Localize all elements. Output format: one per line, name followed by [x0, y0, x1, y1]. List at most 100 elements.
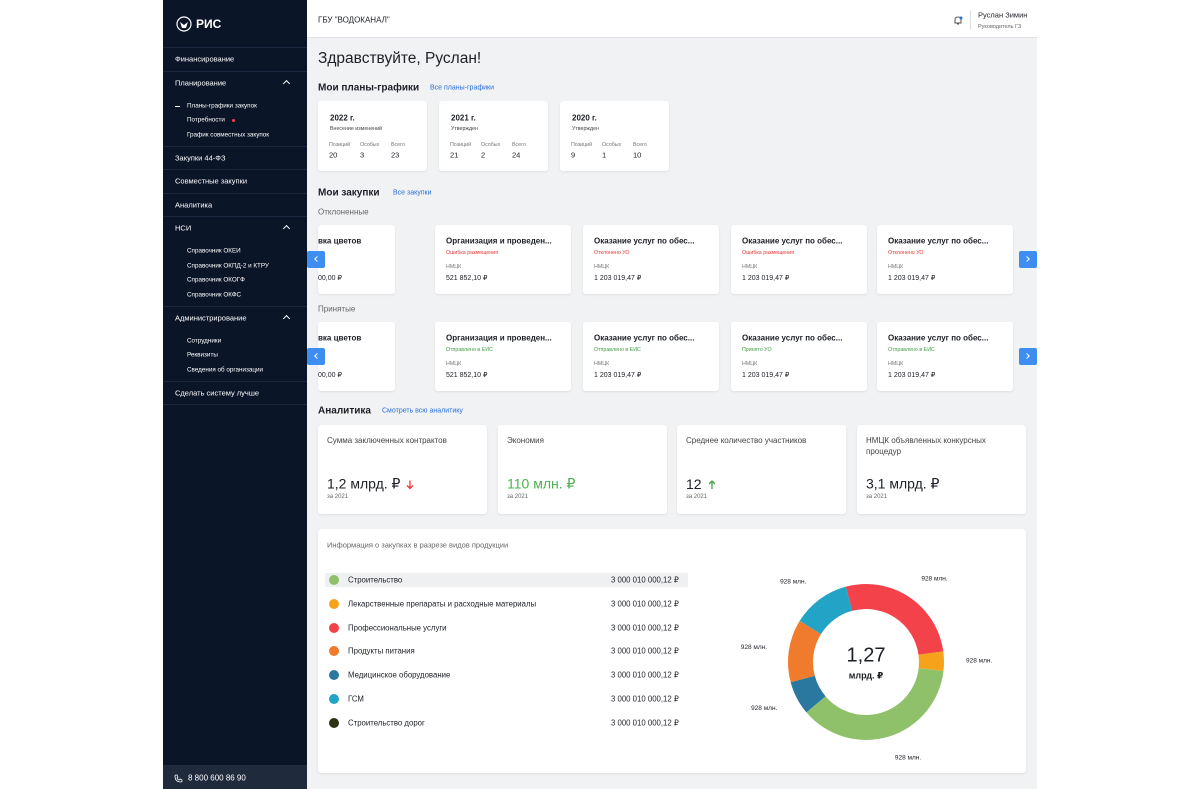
greeting: Здравствуйте, Руслан! — [318, 50, 482, 67]
analytics-card: Сумма заключенных контрактов 1,2 млрд. ₽ з… — [318, 425, 487, 514]
card-title: Организация и проведен... — [446, 333, 552, 343]
plan-year: 2020 г. — [572, 113, 597, 123]
donut-label: 928 млн. — [780, 578, 807, 585]
count-label: Позиций — [450, 142, 472, 148]
donut-segment — [788, 620, 821, 683]
organization: ГБУ "ВОДОКАНАЛ" — [318, 15, 390, 25]
bell-icon[interactable] — [953, 16, 963, 26]
card-title: вка цветов — [318, 236, 362, 246]
menu-item[interactable]: Закупки 44-ФЗ — [175, 153, 226, 162]
menu-item[interactable]: Сделать систему лучше — [175, 388, 260, 397]
submenu-item[interactable]: Справочник ОКФС — [187, 291, 242, 298]
next-button[interactable] — [1019, 348, 1037, 365]
submenu-item[interactable]: Справочник ОКПД-2 и КТРУ — [187, 262, 269, 269]
arrow-chevron — [314, 353, 320, 359]
prev-button[interactable] — [307, 251, 325, 268]
plan-card[interactable]: 2021 г. Утвержден Позиций 21 Особых 2 Всего 24 — [439, 101, 548, 171]
donut-label: 928 млн. — [741, 644, 768, 651]
metric-value: 1,2 млрд. ₽ — [327, 476, 414, 493]
count-value: 3 — [360, 150, 365, 160]
price: 00,00 ₽ — [318, 275, 342, 282]
group-title: Принятые — [318, 304, 356, 314]
link[interactable]: Смотреть всю аналитику — [382, 407, 463, 415]
price-label: НМЦК — [742, 264, 758, 270]
purchase-card[interactable]: Организация и проведен... Ошибка размещен… — [435, 225, 571, 294]
trend-shape — [407, 480, 414, 490]
legend-dot — [329, 646, 339, 657]
legend-name: Медицинское оборудование — [348, 670, 451, 680]
menu-item[interactable]: Администрирование — [175, 313, 247, 322]
purchase-card[interactable]: вка цветов 00,00 ₽ — [318, 225, 395, 294]
submenu-item[interactable]: Планы-графики закупок — [187, 102, 257, 109]
submenu-item[interactable]: График совместных закупок — [187, 131, 270, 138]
trend-arrow — [708, 480, 716, 489]
menu-item[interactable]: НСИ — [175, 223, 192, 233]
donut-total: 1,27 — [847, 644, 886, 666]
menu-item[interactable]: Совместные закупки — [175, 176, 248, 186]
menu-item[interactable]: Планирование — [175, 78, 227, 87]
card-title: Оказание услуг по обес... — [888, 236, 989, 246]
group-title: Отклоненные — [318, 207, 369, 217]
count-label: Особых — [360, 142, 380, 148]
card-status: Отправлено в ЕИС — [888, 347, 935, 353]
link[interactable]: Все планы-графики — [430, 84, 494, 92]
legend-value: 3 000 010 000,12 ₽ — [611, 575, 679, 585]
donut-segment — [918, 651, 944, 671]
count-value: 24 — [512, 150, 521, 160]
legend-value: 3 000 010 000,12 ₽ — [611, 646, 679, 656]
card-title: Информация о закупках в разрезе видов пр… — [327, 540, 509, 550]
phone[interactable]: 8 800 600 86 90 — [188, 773, 246, 783]
chevron — [282, 314, 291, 322]
submenu-item[interactable]: Справочник ОКОГФ — [187, 276, 245, 284]
logo-ring — [176, 16, 192, 32]
price: 521 852,10 ₽ — [446, 372, 488, 379]
next-button[interactable] — [1019, 251, 1037, 268]
price-label: НМЦК — [594, 264, 610, 270]
submenu-item[interactable]: Потребности — [187, 116, 225, 124]
purchase-card[interactable]: Оказание услуг по обес... Отправлено в ЕИ… — [583, 322, 719, 391]
submenu-item[interactable]: Сведения об организации — [187, 366, 264, 373]
card-title: Оказание услуг по обес... — [742, 333, 843, 343]
plan-card[interactable]: 2022 г. Внесение изменений Позиций 20 Особых… — [318, 101, 427, 171]
card-title: Экономия — [507, 436, 544, 445]
purchase-card[interactable]: Оказание услуг по обес... Отправлено в ЕИ… — [877, 322, 1013, 391]
legend-dot — [329, 694, 339, 704]
submenu-item[interactable]: Реквизиты — [187, 351, 218, 359]
menu-item[interactable]: Аналитика — [175, 200, 213, 209]
link[interactable]: Все закупки — [393, 189, 432, 197]
section-title: Аналитика — [318, 405, 371, 417]
metric-value: 12 — [686, 476, 716, 492]
metric-value: 3,1 млрд. ₽ — [866, 475, 940, 492]
price-label: НМЦК — [742, 361, 758, 367]
purchase-card[interactable]: Оказание услуг по обес... Отклонено УО НМЦ… — [583, 225, 719, 294]
price-label: НМЦК — [594, 361, 610, 367]
menu-item[interactable]: Финансирование — [175, 54, 235, 64]
donut-segment — [845, 584, 944, 655]
card-status: Отклонено УО — [594, 250, 630, 256]
card-title: Сумма заключенных контрактов — [327, 436, 447, 445]
donut-segment — [806, 668, 944, 740]
arrow-chevron — [314, 256, 320, 262]
count-label: Особых — [602, 142, 622, 148]
purchase-card[interactable]: Оказание услуг по обес... Ошибка размещен… — [731, 225, 867, 294]
card-title: НМЦК объявленных конкурсных процедур — [866, 436, 986, 456]
purchase-card[interactable]: Оказание услуг по обес... Принято УО НМЦК 1… — [731, 322, 867, 391]
purchase-card[interactable]: Оказание услуг по обес... Отклонено УО НМЦ… — [877, 225, 1013, 294]
plan-card[interactable]: 2020 г. Утвержден Позиций 9 Особых 1 Всего 10 — [560, 101, 669, 171]
purchase-card[interactable]: Организация и проведен... Отправлено в ЕИ… — [435, 322, 571, 391]
submenu-item[interactable]: Сотрудники — [187, 337, 222, 344]
active-dash — [175, 105, 180, 107]
count-value: 9 — [571, 150, 576, 160]
price: 1 203 019,47 ₽ — [594, 372, 642, 379]
phone-shape — [174, 774, 183, 783]
purchase-card[interactable]: вка цветов 00,00 ₽ — [318, 322, 395, 391]
count-label: Особых — [481, 142, 501, 148]
prev-button[interactable] — [307, 348, 325, 365]
user-role: Руководитель ГЗ — [978, 24, 1022, 30]
user-name[interactable]: Руслан Зимин — [978, 10, 1028, 20]
donut-segment — [790, 675, 826, 713]
logo-text[interactable]: РИС — [196, 17, 222, 31]
submenu-item[interactable]: Справочник ОКЕИ — [187, 247, 241, 255]
card-status: Отклонено УО — [888, 250, 924, 256]
donut-label: 928 млн. — [921, 575, 948, 582]
